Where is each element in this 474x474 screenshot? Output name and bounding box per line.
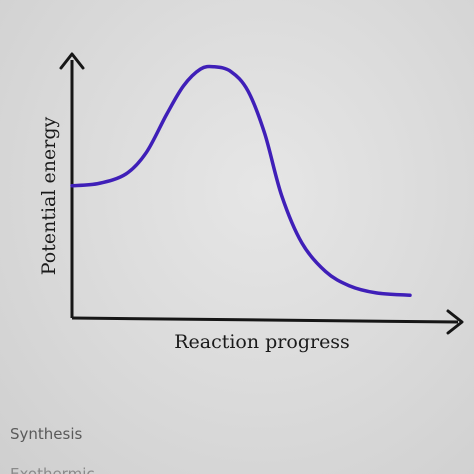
cut-off-text: Exothermic: [10, 465, 95, 474]
x-axis-label: Reaction progress: [174, 331, 350, 353]
x-axis: [71, 316, 459, 324]
x-axis-arrowhead: [446, 309, 464, 335]
y-axis-arrowhead: [59, 52, 85, 70]
energy-curve: [70, 64, 412, 297]
caption-text: Synthesis: [10, 425, 83, 443]
y-axis-label: Potential energy: [38, 117, 60, 276]
